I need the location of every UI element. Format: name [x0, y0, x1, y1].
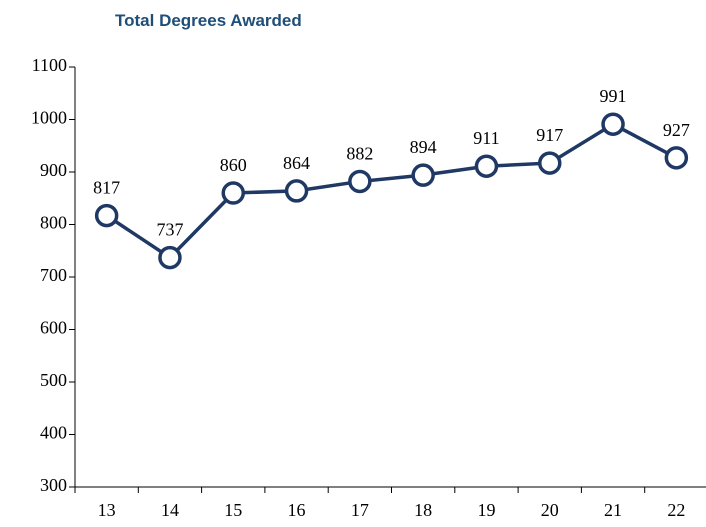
y-tick-label: 900	[40, 160, 67, 180]
x-tick-label: 20	[541, 500, 559, 520]
data-label: 817	[93, 178, 120, 198]
x-tick-label: 14	[161, 500, 179, 520]
marker	[601, 112, 625, 136]
data-label: 894	[410, 137, 437, 157]
x-tick-label: 18	[414, 500, 432, 520]
y-tick-label: 1100	[32, 55, 67, 75]
y-tick-label: 700	[40, 265, 67, 285]
y-tick-label: 800	[40, 213, 67, 233]
data-label: 991	[600, 86, 627, 106]
data-label: 911	[473, 128, 499, 148]
marker	[474, 154, 499, 178]
marker	[538, 151, 562, 175]
x-tick-label: 22	[667, 500, 685, 520]
y-tick-label: 1000	[31, 108, 67, 128]
x-tick-label: 19	[477, 500, 495, 520]
y-tick-label: 500	[40, 370, 67, 390]
marker	[94, 203, 119, 228]
y-tick-label: 300	[40, 475, 67, 495]
marker	[664, 146, 689, 170]
data-label: 917	[536, 125, 563, 145]
x-tick-label: 21	[604, 500, 622, 520]
marker	[284, 179, 309, 203]
data-label: 737	[156, 220, 183, 240]
x-tick-label: 13	[98, 500, 116, 520]
x-tick-label: 15	[224, 500, 242, 520]
data-label: 882	[346, 143, 373, 163]
y-tick-label: 600	[40, 318, 67, 338]
x-tick-label: 16	[288, 500, 306, 520]
marker	[411, 163, 435, 187]
line	[105, 122, 678, 260]
marker	[158, 245, 182, 270]
marker	[348, 169, 372, 194]
data-label: 864	[283, 153, 310, 173]
x-tick-label: 17	[351, 500, 369, 520]
y-tick-label: 400	[40, 423, 67, 443]
marker	[221, 181, 245, 205]
data-label: 860	[220, 155, 247, 175]
chart-title: Total Degrees Awarded	[115, 11, 302, 30]
data-label: 927	[663, 120, 690, 140]
